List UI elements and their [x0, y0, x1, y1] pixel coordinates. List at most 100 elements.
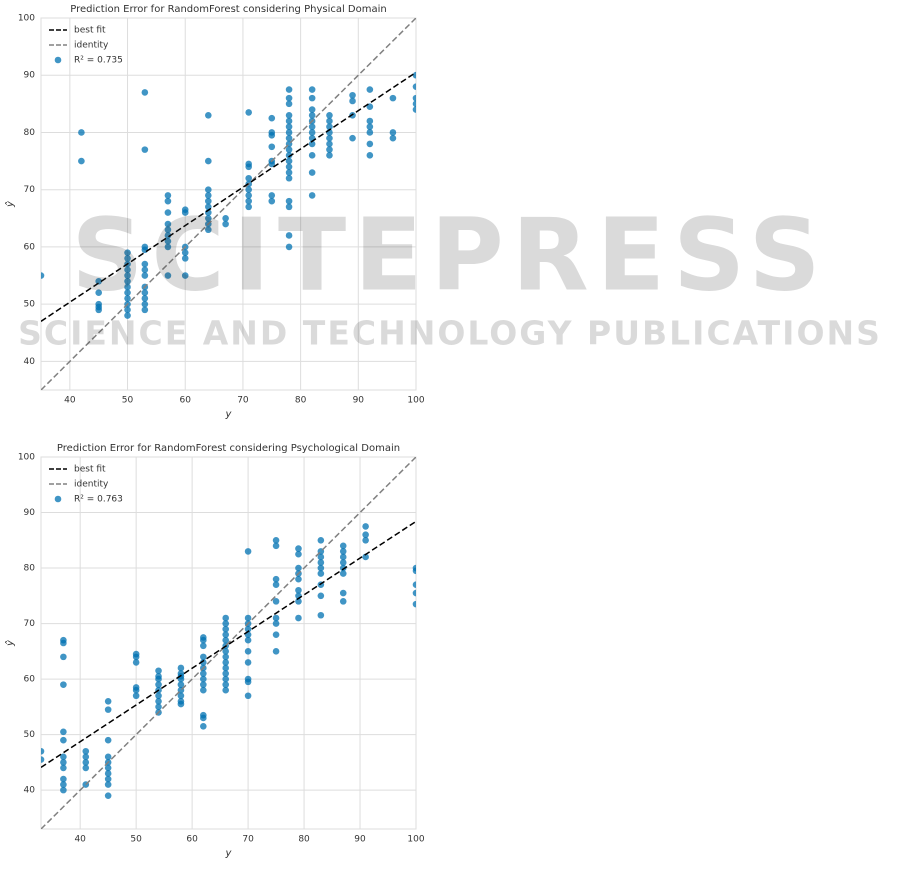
point	[268, 197, 276, 205]
point	[366, 123, 374, 131]
point	[124, 289, 131, 297]
point	[60, 764, 67, 772]
point	[244, 625, 252, 633]
point	[285, 163, 293, 171]
point	[268, 192, 276, 199]
point	[245, 186, 252, 193]
point	[78, 129, 85, 136]
legend-label: R² = 0.735	[74, 56, 123, 66]
point	[104, 764, 112, 772]
identity-line	[41, 457, 416, 829]
point	[222, 220, 229, 228]
point	[104, 792, 112, 799]
legend-label: best fit	[74, 26, 106, 36]
x-tick-label: 50	[122, 396, 134, 406]
point	[349, 91, 356, 99]
point	[285, 117, 293, 125]
point	[141, 289, 149, 297]
point	[164, 272, 172, 279]
point	[124, 277, 131, 285]
point	[366, 117, 374, 125]
point	[164, 197, 172, 205]
x-tick-label: 90	[353, 396, 365, 406]
point	[164, 232, 172, 239]
point	[200, 686, 207, 694]
point	[285, 129, 293, 136]
point	[155, 675, 162, 683]
point	[295, 550, 302, 558]
point	[124, 249, 131, 256]
x-axis-label: y	[225, 848, 233, 859]
y-tick-label: 100	[18, 14, 35, 24]
point	[222, 631, 230, 638]
point	[412, 106, 416, 113]
y-tick-label: 90	[24, 508, 36, 518]
point	[104, 770, 112, 777]
point	[141, 89, 149, 96]
point	[245, 109, 252, 116]
point	[60, 736, 67, 744]
point	[244, 548, 252, 555]
point	[181, 255, 189, 262]
point	[339, 564, 347, 572]
point	[308, 129, 316, 136]
point	[41, 272, 45, 279]
point	[272, 614, 280, 622]
point	[389, 129, 397, 136]
x-tick-label: 100	[407, 396, 424, 406]
y-tick-label: 40	[24, 357, 36, 367]
y-tick-label: 70	[24, 185, 36, 195]
point	[245, 192, 252, 199]
point	[155, 697, 162, 705]
point	[317, 570, 325, 577]
x-tick-label: 100	[407, 835, 424, 845]
point	[181, 249, 189, 256]
point	[164, 192, 172, 199]
y-tick-label: 40	[24, 786, 36, 796]
point	[245, 197, 252, 205]
point	[285, 203, 293, 211]
point	[222, 686, 230, 694]
point	[244, 678, 252, 686]
point	[200, 681, 207, 688]
point	[308, 192, 316, 199]
legend-label: best fit	[74, 465, 106, 475]
point	[366, 86, 374, 93]
x-tick-label: 60	[186, 835, 198, 845]
point	[339, 548, 347, 555]
point	[200, 722, 207, 730]
x-tick-label: 40	[74, 835, 86, 845]
point	[205, 111, 212, 119]
point	[308, 94, 316, 102]
point	[104, 753, 112, 761]
chart: Prediction Error for RandomForest consid…	[4, 443, 425, 859]
x-tick-label: 80	[295, 396, 307, 406]
point	[141, 260, 149, 268]
point	[155, 692, 162, 700]
point	[285, 174, 293, 182]
point	[317, 559, 325, 566]
point	[60, 639, 67, 647]
y-tick-label: 70	[24, 619, 36, 629]
best-fit-line	[41, 520, 416, 768]
point	[362, 553, 369, 561]
point	[272, 581, 280, 589]
y-tick-label: 60	[24, 675, 36, 685]
x-tick-label: 90	[354, 835, 366, 845]
point	[200, 653, 207, 661]
point	[285, 111, 293, 119]
point	[222, 681, 230, 688]
point	[362, 531, 369, 539]
best-fit-line	[41, 71, 416, 322]
point	[104, 781, 112, 788]
point	[285, 100, 293, 108]
point	[104, 775, 112, 783]
x-tick-label: 70	[242, 835, 254, 845]
point	[366, 129, 374, 136]
point	[164, 209, 172, 216]
point	[60, 753, 67, 761]
point	[155, 667, 162, 675]
point	[272, 575, 280, 583]
point	[141, 146, 149, 153]
